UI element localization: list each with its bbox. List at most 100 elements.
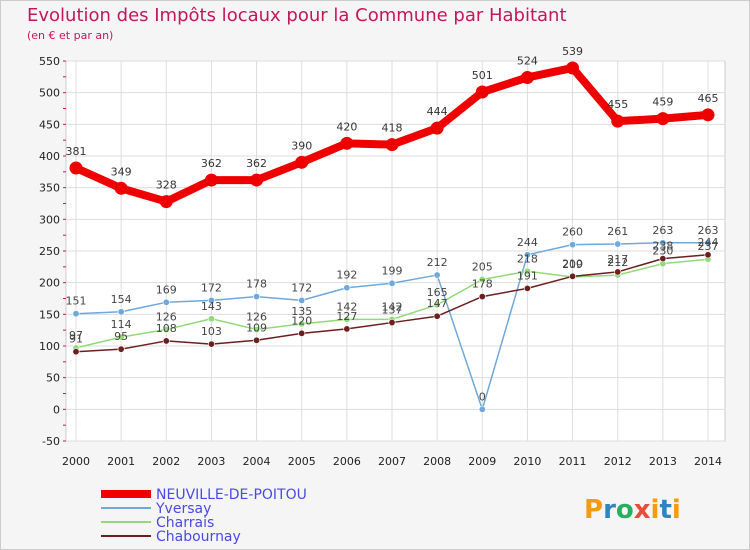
- data-point: [659, 255, 667, 263]
- data-label: 455: [607, 98, 628, 111]
- data-point: [478, 275, 486, 283]
- data-point: [566, 61, 580, 75]
- data-label: 349: [111, 165, 132, 178]
- data-point: [523, 284, 531, 292]
- data-label: 237: [698, 240, 719, 253]
- data-point: [478, 293, 486, 301]
- y-tick-label: 0: [53, 403, 60, 416]
- data-label: 263: [652, 224, 673, 237]
- data-point: [475, 85, 489, 99]
- y-tick-label: 200: [39, 277, 60, 290]
- chart-title: Evolution des Impôts locaux pour la Comm…: [27, 5, 567, 26]
- data-label: 127: [336, 310, 357, 323]
- data-point: [114, 181, 128, 195]
- data-label: 444: [427, 105, 448, 118]
- legend-label: Chabournay: [156, 529, 241, 545]
- y-tick-label: 100: [39, 340, 60, 353]
- data-label: 238: [652, 240, 673, 253]
- y-tick-label: 550: [39, 55, 60, 68]
- data-point: [298, 320, 306, 328]
- data-label: 114: [111, 318, 132, 331]
- data-point: [614, 268, 622, 276]
- data-label: 459: [652, 96, 673, 109]
- data-point: [385, 138, 399, 152]
- data-label: 539: [562, 45, 583, 58]
- data-point: [72, 310, 80, 318]
- y-tick-label: 150: [39, 308, 60, 321]
- data-point: [72, 348, 80, 356]
- data-label: 172: [201, 281, 222, 294]
- data-point: [253, 293, 261, 301]
- y-tick-label: 350: [39, 182, 60, 195]
- data-label: 143: [201, 300, 222, 313]
- x-tick-label: 2012: [604, 455, 632, 468]
- data-label: 261: [607, 225, 628, 238]
- data-point: [430, 121, 444, 135]
- y-tick-label: 400: [39, 150, 60, 163]
- data-label: 178: [472, 278, 493, 291]
- data-point: [523, 251, 531, 259]
- data-label: 465: [698, 92, 719, 105]
- data-point: [117, 345, 125, 353]
- data-point: [207, 315, 215, 323]
- data-point: [704, 239, 712, 247]
- data-point: [159, 195, 173, 209]
- data-label: 169: [156, 283, 177, 296]
- data-label: 199: [382, 264, 403, 277]
- data-label: 154: [111, 293, 132, 306]
- data-label: 91: [69, 333, 83, 346]
- data-label: 165: [427, 286, 448, 299]
- data-label: 212: [607, 256, 628, 269]
- data-label: 205: [472, 261, 493, 274]
- brand-logo: Proxiti: [584, 495, 681, 525]
- data-point: [433, 301, 441, 309]
- data-label: 178: [246, 278, 267, 291]
- data-label: 244: [698, 236, 719, 249]
- x-tick-label: 2001: [107, 455, 135, 468]
- data-point: [611, 114, 625, 128]
- data-label: 192: [336, 269, 357, 282]
- data-label: 0: [479, 390, 486, 403]
- data-label: 151: [66, 295, 87, 308]
- y-tick-label: 500: [39, 87, 60, 100]
- data-point: [253, 326, 261, 334]
- x-tick-label: 2009: [468, 455, 496, 468]
- data-label: 191: [517, 269, 538, 282]
- data-point: [388, 279, 396, 287]
- data-label: 362: [201, 157, 222, 170]
- data-point: [207, 296, 215, 304]
- data-point: [343, 315, 351, 323]
- data-label: 381: [66, 145, 87, 158]
- data-point: [340, 136, 354, 150]
- data-label: 217: [607, 253, 628, 266]
- data-point: [117, 308, 125, 316]
- data-label: 142: [382, 300, 403, 313]
- data-point: [569, 272, 577, 280]
- data-label: 95: [114, 330, 128, 343]
- x-tick-label: 2014: [694, 455, 722, 468]
- data-point: [523, 267, 531, 275]
- x-tick-label: 2007: [378, 455, 406, 468]
- data-label: 172: [291, 281, 312, 294]
- data-point: [704, 251, 712, 259]
- data-label: 524: [517, 54, 538, 67]
- legend-label: NEUVILLE-DE-POITOU: [156, 487, 307, 503]
- data-point: [343, 325, 351, 333]
- data-point: [701, 108, 715, 122]
- data-label: 108: [156, 322, 177, 335]
- data-label: 420: [336, 120, 357, 133]
- data-point: [253, 336, 261, 344]
- data-label: 137: [382, 304, 403, 317]
- x-tick-label: 2003: [197, 455, 225, 468]
- data-point: [343, 284, 351, 292]
- data-point: [117, 333, 125, 341]
- data-point: [207, 340, 215, 348]
- data-point: [250, 173, 264, 187]
- data-label: 142: [336, 300, 357, 313]
- x-tick-label: 2010: [513, 455, 541, 468]
- x-tick-label: 2000: [62, 455, 90, 468]
- data-label: 147: [427, 297, 448, 310]
- chart-subtitle: (en € et par an): [27, 29, 114, 42]
- data-point: [659, 239, 667, 247]
- data-label: 120: [291, 314, 312, 327]
